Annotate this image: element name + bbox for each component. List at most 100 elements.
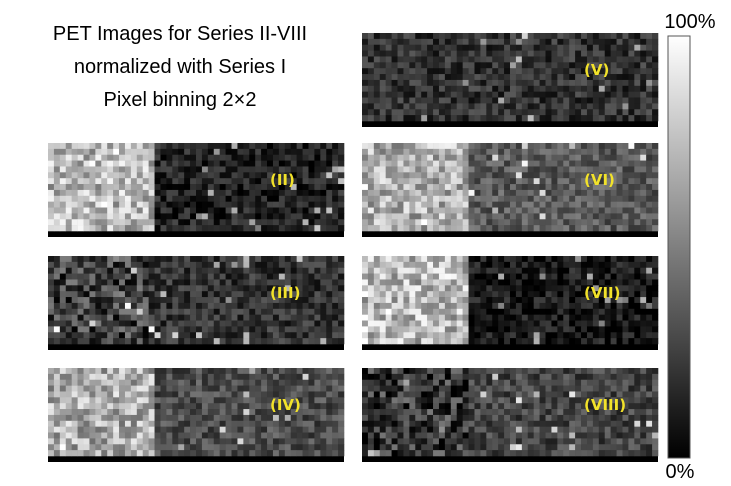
pixel (551, 262, 557, 268)
pixel (498, 74, 504, 80)
pixel (131, 326, 137, 332)
pixel (232, 450, 238, 456)
pixel (457, 268, 463, 274)
pixel (510, 213, 516, 219)
pixel (534, 155, 540, 161)
pixel (326, 256, 332, 262)
pixel (575, 374, 581, 380)
pixel (398, 213, 404, 219)
pixel (480, 56, 486, 62)
pixel (72, 386, 78, 392)
pixel (557, 115, 563, 121)
pixel (451, 368, 457, 374)
pixel (380, 291, 386, 297)
pixel (652, 338, 658, 344)
pixel (78, 225, 84, 231)
pixel (285, 149, 291, 155)
pixel (646, 202, 652, 208)
pixel (522, 39, 528, 45)
pixel (190, 143, 196, 149)
pixel (557, 196, 563, 202)
pixel (362, 321, 368, 327)
pixel (279, 155, 285, 161)
pixel (125, 291, 131, 297)
pixel (89, 178, 95, 184)
pixel (374, 161, 380, 167)
pixel (196, 309, 202, 315)
pixel (617, 115, 623, 121)
pixel (184, 415, 190, 421)
pixel (427, 397, 433, 403)
pixel (522, 219, 528, 225)
pixel (113, 149, 119, 155)
pixel (125, 421, 131, 427)
pixel (628, 256, 634, 262)
pixel (427, 178, 433, 184)
pixel (445, 225, 451, 231)
pixel (107, 161, 113, 167)
pixel (119, 219, 125, 225)
pixel (332, 279, 338, 285)
pixel (439, 415, 445, 421)
pixel (628, 143, 634, 149)
pixel (178, 202, 184, 208)
pixel (617, 155, 623, 161)
pixel (445, 103, 451, 109)
pixel (546, 262, 552, 268)
pixel (214, 225, 220, 231)
pixel (95, 208, 101, 214)
pixel (427, 368, 433, 374)
pixel (314, 321, 320, 327)
pixel (575, 178, 581, 184)
pixel (427, 80, 433, 86)
pixel (72, 196, 78, 202)
pixel (421, 51, 427, 57)
pixel (48, 403, 54, 409)
pixel (474, 196, 480, 202)
pixel (232, 161, 238, 167)
pixel (297, 303, 303, 309)
pixel (362, 213, 368, 219)
pixel (196, 190, 202, 196)
pixel (622, 172, 628, 178)
pixel (480, 51, 486, 57)
pixel (48, 397, 54, 403)
pixel (66, 403, 72, 409)
pixel (95, 149, 101, 155)
pixel (534, 92, 540, 98)
pixel (338, 415, 344, 421)
pixel (492, 326, 498, 332)
pixel (237, 178, 243, 184)
pixel (628, 279, 634, 285)
pixel (190, 374, 196, 380)
pixel (303, 309, 309, 315)
pixel (320, 303, 326, 309)
pixel (486, 303, 492, 309)
pixel (605, 109, 611, 115)
pixel (593, 115, 599, 121)
pixel (386, 297, 392, 303)
pixel (78, 433, 84, 439)
pixel (338, 326, 344, 332)
pixel (640, 143, 646, 149)
pixel (617, 338, 623, 344)
pixel (628, 98, 634, 104)
pixel (308, 219, 314, 225)
pixel (303, 196, 309, 202)
pixel (622, 202, 628, 208)
pixel (101, 262, 107, 268)
pixel (72, 315, 78, 321)
pixel (433, 297, 439, 303)
pixel (652, 184, 658, 190)
pixel (89, 309, 95, 315)
pixel (60, 279, 66, 285)
pixel (119, 291, 125, 297)
pixel (492, 202, 498, 208)
pixel (392, 279, 398, 285)
pixel (646, 98, 652, 104)
pixel (243, 391, 249, 397)
pixel (72, 397, 78, 403)
pixel (457, 326, 463, 332)
pixel (546, 143, 552, 149)
pixel (409, 225, 415, 231)
